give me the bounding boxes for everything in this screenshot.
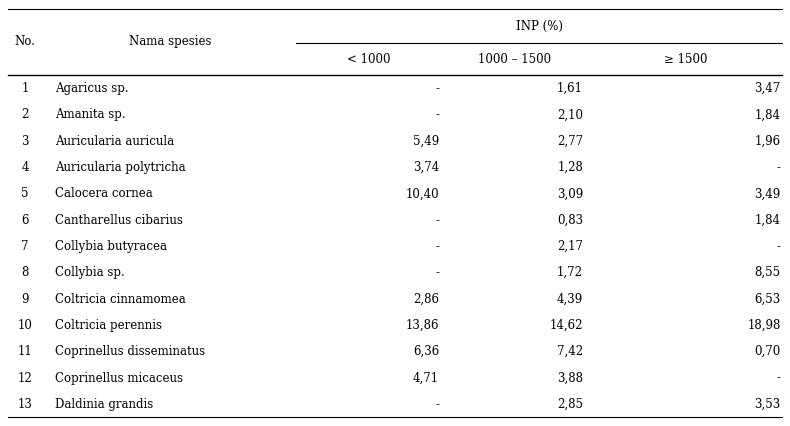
Text: 4: 4	[21, 161, 28, 174]
Text: 13: 13	[17, 398, 32, 411]
Text: Nama spesies: Nama spesies	[130, 35, 212, 49]
Text: 5: 5	[21, 187, 28, 200]
Text: -: -	[777, 161, 781, 174]
Text: 8: 8	[21, 266, 28, 279]
Text: 11: 11	[17, 345, 32, 358]
Text: 2: 2	[21, 108, 28, 121]
Text: ≥ 1500: ≥ 1500	[664, 53, 707, 66]
Text: -: -	[435, 398, 439, 411]
Text: -: -	[435, 266, 439, 279]
Text: 6,53: 6,53	[754, 293, 781, 305]
Text: 7: 7	[21, 240, 28, 253]
Text: Coltricia perennis: Coltricia perennis	[55, 319, 162, 332]
Text: 3,49: 3,49	[754, 187, 781, 200]
Text: 6,36: 6,36	[413, 345, 439, 358]
Text: Coltricia cinnamomea: Coltricia cinnamomea	[55, 293, 186, 305]
Text: 10: 10	[17, 319, 32, 332]
Text: 4,39: 4,39	[557, 293, 583, 305]
Text: 4,71: 4,71	[413, 371, 439, 385]
Text: Calocera cornea: Calocera cornea	[55, 187, 153, 200]
Text: 1,28: 1,28	[557, 161, 583, 174]
Text: 3,53: 3,53	[754, 398, 781, 411]
Text: 2,10: 2,10	[557, 108, 583, 121]
Text: 8,55: 8,55	[754, 266, 781, 279]
Text: 3,88: 3,88	[557, 371, 583, 385]
Text: 14,62: 14,62	[550, 319, 583, 332]
Text: 6: 6	[21, 213, 28, 227]
Text: 3,74: 3,74	[413, 161, 439, 174]
Text: 1000 – 1500: 1000 – 1500	[478, 53, 551, 66]
Text: 1: 1	[21, 82, 28, 95]
Text: 2,86: 2,86	[413, 293, 439, 305]
Text: 18,98: 18,98	[747, 319, 781, 332]
Text: -: -	[435, 240, 439, 253]
Text: -: -	[435, 108, 439, 121]
Text: 1,72: 1,72	[557, 266, 583, 279]
Text: 1,84: 1,84	[754, 213, 781, 227]
Text: 13,86: 13,86	[406, 319, 439, 332]
Text: Cantharellus cibarius: Cantharellus cibarius	[55, 213, 183, 227]
Text: 7,42: 7,42	[557, 345, 583, 358]
Text: 3,47: 3,47	[754, 82, 781, 95]
Text: 9: 9	[21, 293, 28, 305]
Text: Collybia butyracea: Collybia butyracea	[55, 240, 167, 253]
Text: Collybia sp.: Collybia sp.	[55, 266, 125, 279]
Text: 5,49: 5,49	[413, 135, 439, 148]
Text: -: -	[435, 213, 439, 227]
Text: -: -	[435, 82, 439, 95]
Text: -: -	[777, 240, 781, 253]
Text: Coprinellus micaceus: Coprinellus micaceus	[55, 371, 183, 385]
Text: 10,40: 10,40	[405, 187, 439, 200]
Text: -: -	[777, 371, 781, 385]
Text: Coprinellus disseminatus: Coprinellus disseminatus	[55, 345, 205, 358]
Text: Auricularia auricula: Auricularia auricula	[55, 135, 175, 148]
Text: < 1000: < 1000	[347, 53, 390, 66]
Text: Agaricus sp.: Agaricus sp.	[55, 82, 129, 95]
Text: 2,85: 2,85	[557, 398, 583, 411]
Text: 3: 3	[21, 135, 28, 148]
Text: 12: 12	[17, 371, 32, 385]
Text: 0,70: 0,70	[754, 345, 781, 358]
Text: No.: No.	[14, 35, 36, 49]
Text: INP (%): INP (%)	[516, 20, 562, 32]
Text: 3,09: 3,09	[557, 187, 583, 200]
Text: Auricularia polytricha: Auricularia polytricha	[55, 161, 186, 174]
Text: 1,96: 1,96	[754, 135, 781, 148]
Text: Daldinia grandis: Daldinia grandis	[55, 398, 153, 411]
Text: Amanita sp.: Amanita sp.	[55, 108, 126, 121]
Text: 1,61: 1,61	[557, 82, 583, 95]
Text: 1,84: 1,84	[754, 108, 781, 121]
Text: 2,77: 2,77	[557, 135, 583, 148]
Text: 0,83: 0,83	[557, 213, 583, 227]
Text: 2,17: 2,17	[557, 240, 583, 253]
